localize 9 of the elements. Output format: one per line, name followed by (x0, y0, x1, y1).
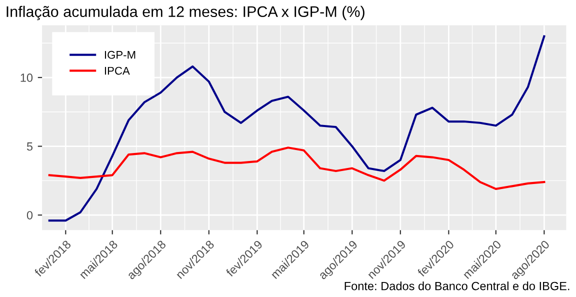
y-tick-label: 5 (26, 142, 33, 151)
legend-label: IGP-M (104, 50, 136, 59)
line-series (48, 35, 546, 222)
line-series (48, 146, 546, 190)
legend-label: IPCA (104, 66, 130, 75)
source-note: Fonte: Dados do Banco Central e do IBGE. (344, 282, 570, 290)
chart-title: Inflação acumulada em 12 meses: IPCA x IGP-M (%) (6, 6, 364, 20)
y-tick-label: 0 (26, 211, 33, 220)
y-tick-label: 10 (20, 74, 33, 82)
